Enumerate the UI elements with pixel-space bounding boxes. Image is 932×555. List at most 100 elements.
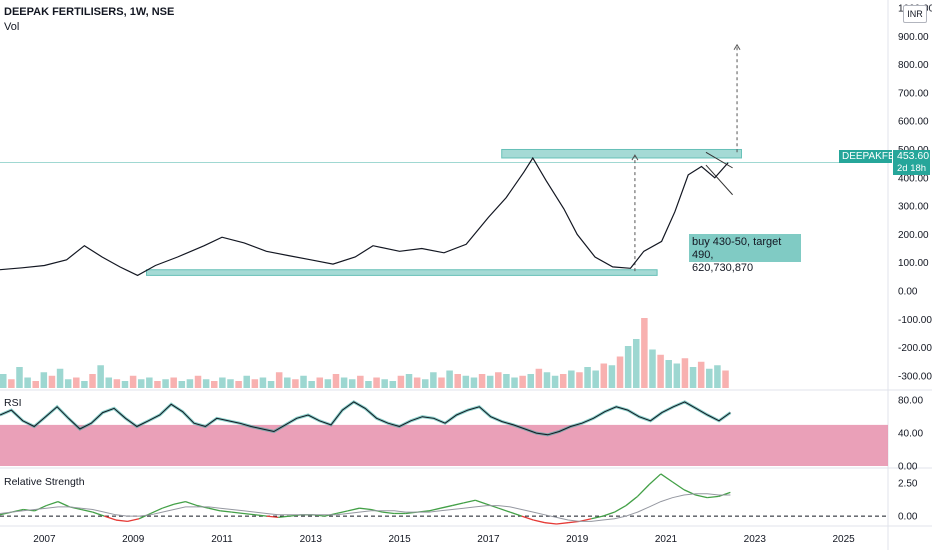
currency-badge[interactable]: INR: [903, 5, 927, 23]
rsi-tick-label: 80.00: [898, 396, 923, 407]
volume-bar: [292, 379, 299, 388]
trade-annotation[interactable]: buy 430-50, target 490, 620,730,870: [689, 234, 801, 274]
annotation-line-1: buy 430-50, target 490,: [692, 236, 782, 261]
rs-line-segment: [359, 507, 372, 511]
volume-bar: [267, 381, 275, 388]
rs-line-segment: [475, 499, 488, 505]
time-tick-label: 2023: [744, 534, 767, 545]
volume-bar: [673, 363, 681, 388]
time-tick-label: 2017: [477, 534, 500, 545]
rs-line-segment: [92, 511, 105, 517]
volume-bar: [462, 375, 470, 388]
volume-bar: [697, 361, 705, 388]
volume-bar: [486, 375, 494, 388]
volume-bar: [348, 379, 356, 388]
rs-line-segment: [486, 503, 499, 509]
rs-line-segment: [544, 522, 557, 525]
price-tick-label: 300.00: [898, 202, 929, 213]
rs-line-segment: [602, 511, 615, 517]
volume-bar: [16, 367, 23, 388]
volume-bar: [519, 375, 526, 388]
rs-line-segment: [637, 484, 650, 497]
volume-bar: [397, 375, 405, 388]
rs-line-segment: [162, 503, 175, 509]
volume-bar: [568, 370, 575, 388]
volume-bar: [243, 375, 250, 388]
volume-bar: [259, 377, 267, 388]
rs-line-segment: [533, 519, 546, 524]
volume-bar: [162, 379, 169, 388]
volume-bar: [454, 374, 461, 388]
volume-bar: [316, 377, 324, 388]
rsi-pane-label[interactable]: RSI: [4, 397, 22, 409]
volume-bar: [202, 379, 210, 388]
time-tick-label: 2013: [300, 534, 323, 545]
volume-bar: [340, 377, 348, 388]
volume-bar: [105, 377, 113, 388]
volume-bar: [300, 375, 307, 388]
rs-line-segment: [695, 494, 708, 499]
price-line: [0, 156, 729, 277]
volume-bar: [527, 374, 535, 388]
volume-bar: [227, 379, 234, 388]
volume-bar: [405, 374, 413, 388]
volume-bar: [714, 365, 721, 388]
resistance-zone: [501, 148, 742, 159]
rs-line-segment: [509, 511, 522, 517]
volume-bar: [511, 377, 518, 388]
volume-bar: [551, 375, 559, 388]
volume-bar: [681, 358, 689, 388]
price-tick-label: -300.00: [898, 371, 932, 382]
rs-line-segment: [451, 502, 464, 507]
rs-line-segment: [185, 500, 198, 507]
symbol-title[interactable]: DEEPAK FERTILISERS, 1W, NSE: [4, 6, 175, 18]
volume-bar: [608, 365, 616, 388]
time-tick-label: 2021: [655, 534, 678, 545]
volume-bar: [332, 374, 340, 388]
volume-bar: [430, 372, 437, 388]
relative-strength-pane-label[interactable]: Relative Strength: [4, 476, 85, 488]
rs-line-segment: [521, 515, 534, 521]
projection-arrowhead: [733, 43, 741, 51]
time-tick-label: 2015: [388, 534, 411, 545]
rs-line-segment: [707, 495, 719, 499]
volume-bar: [373, 377, 380, 388]
volume-bar: [121, 381, 129, 388]
volume-bar: [210, 381, 218, 388]
volume-legend-label[interactable]: Vol: [4, 21, 20, 33]
volume-bar: [275, 372, 283, 388]
bar-countdown-tag: 2d 18h: [893, 163, 930, 175]
volume-bar: [600, 363, 608, 388]
rs-line-segment: [648, 473, 662, 485]
volume-bar: [624, 346, 632, 388]
price-tick-label: 400.00: [898, 173, 929, 184]
volume-bar: [64, 379, 72, 388]
volume-bar: [186, 379, 194, 388]
rs-line-segment: [718, 491, 731, 497]
price-tick-label: 900.00: [898, 32, 929, 43]
volume-bar: [170, 377, 177, 388]
price-tick-label: -200.00: [898, 343, 932, 354]
volume-bar: [129, 375, 137, 388]
volume-bar: [251, 379, 259, 388]
volume-bar: [657, 354, 664, 388]
volume-bar: [722, 370, 729, 388]
volume-bar: [503, 374, 510, 388]
volume-bar: [543, 372, 551, 388]
volume-bar: [8, 379, 15, 388]
last-price-tag: 453.60: [893, 150, 930, 163]
volume-bar: [478, 374, 486, 388]
volume-bar: [632, 339, 640, 388]
volume-bar: [706, 368, 713, 388]
time-tick-label: 2007: [33, 534, 56, 545]
time-tick-label: 2025: [832, 534, 855, 545]
volume-bar: [381, 379, 388, 388]
volume-bar: [0, 374, 7, 388]
price-tick-label: 200.00: [898, 230, 929, 241]
rs-line-segment: [208, 507, 221, 512]
rs-line-segment: [278, 515, 290, 519]
volume-bar: [421, 379, 429, 388]
volume-bar: [641, 318, 648, 388]
